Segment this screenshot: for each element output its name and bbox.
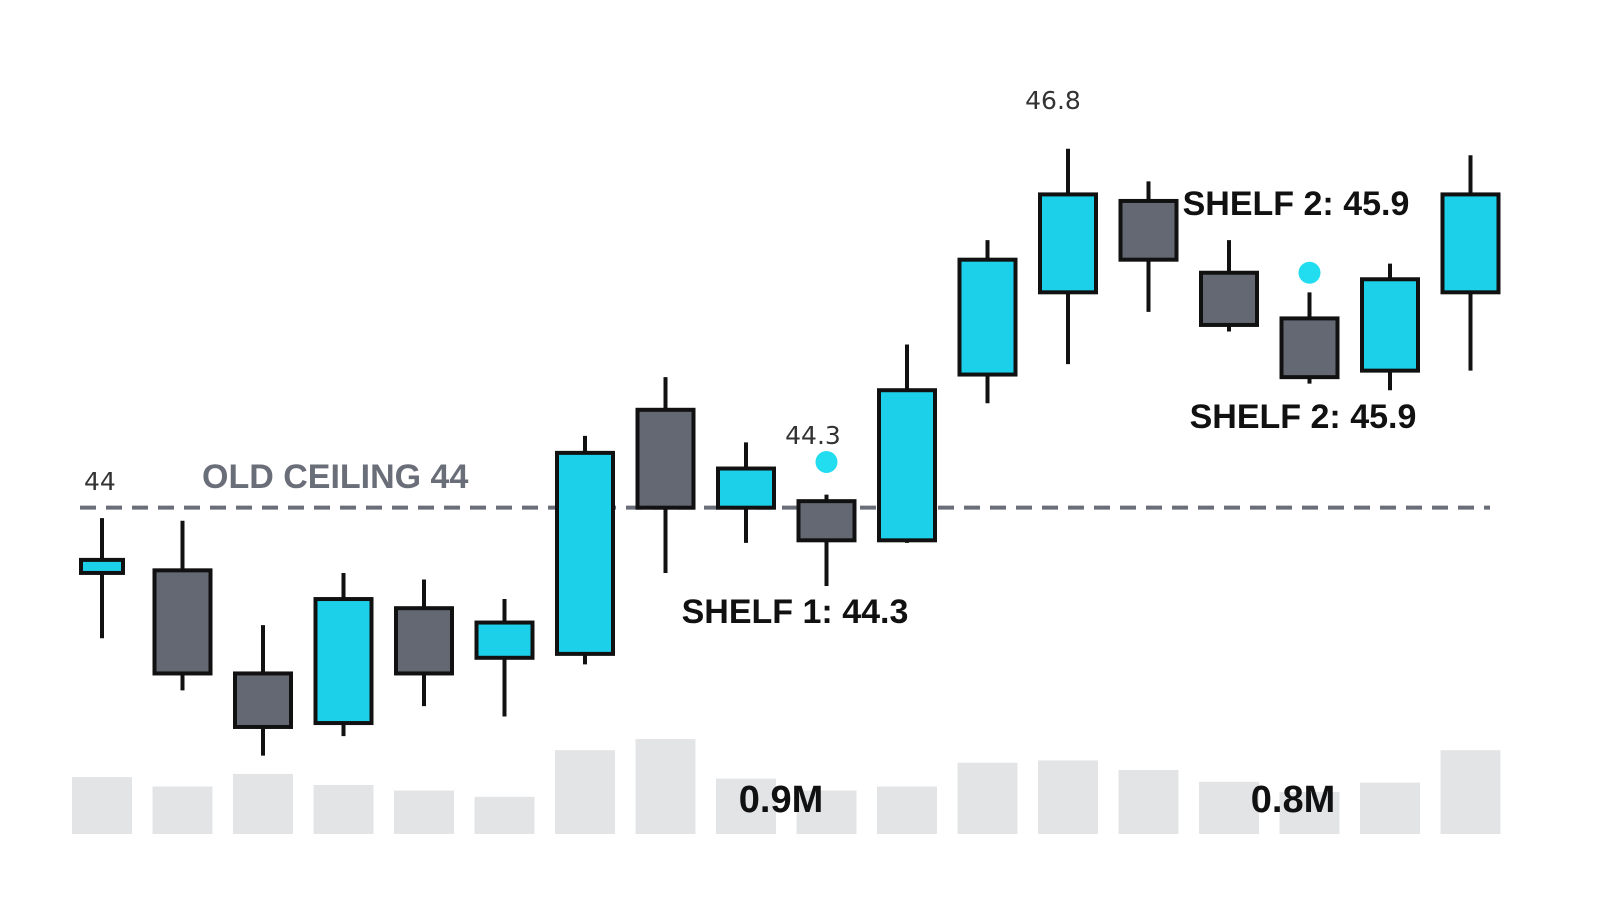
candle-body-5 [394, 606, 454, 676]
volume-label-1: 0.9M [739, 779, 823, 821]
peak-label: 46.8 [1025, 86, 1081, 115]
volume-bar-14 [1118, 769, 1179, 834]
candle-6 [474, 599, 535, 717]
candle-body-2 [152, 568, 213, 676]
candle-11 [877, 344, 937, 543]
candle-body-8 [635, 407, 696, 510]
markers [815, 261, 1321, 473]
marker-dot-1 [815, 451, 838, 473]
candle-15 [1199, 240, 1259, 332]
volume-bar-15 [1199, 781, 1259, 834]
candle-body-10 [796, 499, 857, 543]
ceiling-start-label: 44 [84, 467, 116, 496]
volume-bar-9 [716, 778, 776, 834]
candle-4 [313, 572, 374, 737]
volume-bar-4 [313, 784, 374, 834]
candle-body-18 [1440, 192, 1501, 295]
candle-5 [394, 579, 454, 707]
volume-bar-6 [474, 796, 535, 834]
shelf1-label: SHELF 1: 44.3 [682, 593, 909, 631]
candle-13 [1038, 148, 1098, 365]
candle-18 [1440, 155, 1501, 371]
candle-body-6 [474, 620, 535, 660]
candle-1 [79, 518, 125, 639]
shelf1-value-label: 44.3 [785, 421, 841, 450]
candle-16 [1279, 292, 1340, 384]
volume-bar-1 [72, 777, 132, 834]
volume-bar-16 [1279, 792, 1340, 834]
candle-17 [1360, 263, 1420, 391]
volume-bars [72, 739, 1501, 834]
candle-14 [1118, 181, 1179, 312]
volume-bar-2 [152, 786, 213, 834]
candle-8 [635, 377, 696, 573]
volume-bar-3 [233, 773, 293, 834]
volume-bar-5 [394, 790, 454, 834]
volume-bar-7 [555, 750, 615, 834]
candle-body-17 [1360, 277, 1420, 373]
candle-12 [957, 240, 1018, 404]
candles [79, 148, 1501, 756]
candle-body-13 [1038, 192, 1098, 295]
candle-body-12 [957, 257, 1018, 377]
candle-10 [796, 494, 857, 586]
volume-bar-18 [1440, 750, 1501, 834]
candle-body-15 [1199, 270, 1259, 327]
candle-body-4 [313, 597, 374, 726]
candle-body-1 [79, 557, 125, 575]
candle-body-11 [877, 388, 937, 543]
shelf2-top-label: SHELF 2: 45.9 [1183, 185, 1410, 223]
candle-body-7 [555, 450, 615, 656]
volume-bar-13 [1038, 760, 1098, 834]
candle-body-3 [233, 671, 293, 729]
candle-body-14 [1118, 198, 1179, 262]
candle-9 [716, 442, 776, 543]
candle-body-16 [1279, 316, 1340, 380]
volume-bar-8 [635, 739, 696, 834]
volume-bar-11 [877, 786, 937, 834]
marker-dot-2 [1298, 261, 1321, 284]
old-ceiling-label: OLD CEILING 44 [202, 458, 468, 496]
volume-bar-10 [796, 790, 857, 834]
volume-bar-12 [957, 762, 1018, 834]
candle-3 [233, 625, 293, 756]
candle-body-9 [716, 466, 776, 510]
candle-7 [555, 435, 615, 665]
volume-bar-17 [1360, 782, 1420, 834]
candle-2 [152, 520, 213, 691]
volume-label-2: 0.8M [1251, 779, 1335, 821]
shelf2-bottom-label: SHELF 2: 45.9 [1190, 398, 1417, 436]
